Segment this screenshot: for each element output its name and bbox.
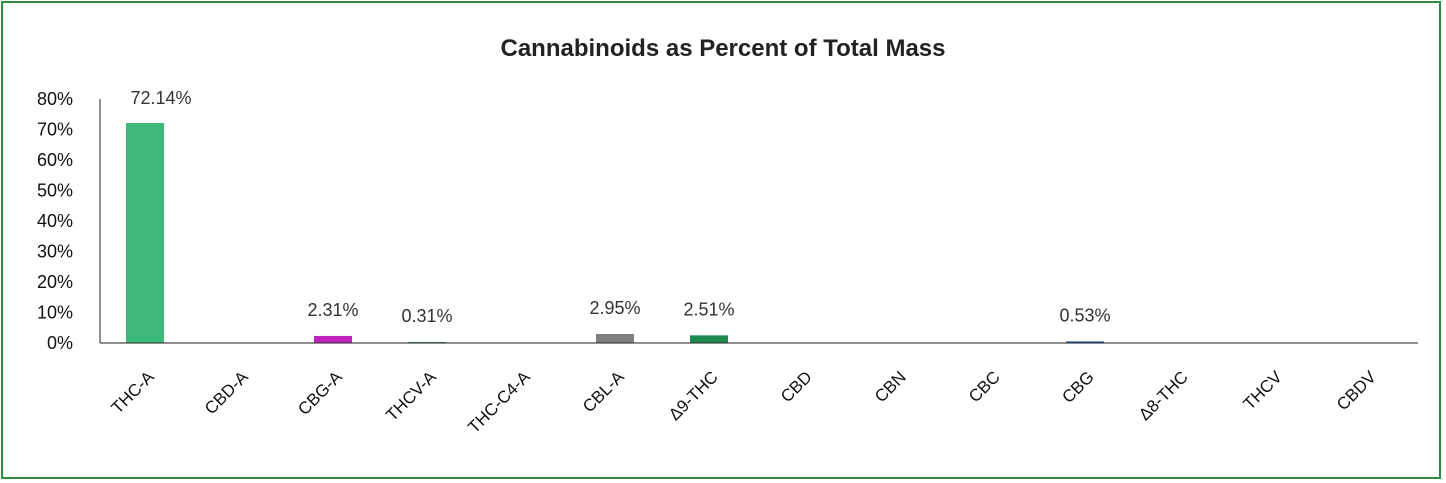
y-tick-label: 30% <box>37 242 73 262</box>
x-tick-label: THC-A <box>108 367 159 418</box>
data-label: 0.53% <box>1059 305 1110 325</box>
y-tick-label: 40% <box>37 211 73 231</box>
y-tick-label: 70% <box>37 120 73 140</box>
y-tick-label: 10% <box>37 303 73 323</box>
x-tick-label: CBG <box>1058 367 1097 406</box>
bar-thc-a <box>126 122 164 344</box>
data-label: 2.95% <box>589 298 640 318</box>
bar-cbl-a <box>596 334 634 343</box>
x-tick-label: CBL-A <box>579 367 628 416</box>
x-tick-label: CBC <box>965 367 1004 406</box>
data-label: 2.31% <box>307 300 358 320</box>
x-tick-label: THC-C4-A <box>464 367 534 437</box>
y-tick-label: 60% <box>37 150 73 170</box>
x-tick-label: CBD <box>777 367 816 406</box>
x-tick-label: CBN <box>871 367 910 406</box>
x-tick-label: THCV <box>1240 367 1287 414</box>
x-tick-label: CBDV <box>1333 367 1380 414</box>
x-tick-label: CBD-A <box>201 367 252 418</box>
data-label: 72.14% <box>130 88 191 108</box>
data-label: 2.51% <box>683 299 734 319</box>
bar-cbg-a <box>314 335 352 343</box>
data-label: 0.31% <box>401 306 452 326</box>
x-tick-label: CBG-A <box>294 367 346 419</box>
bars <box>126 122 1104 344</box>
x-axis: THC-A CBD-A CBG-A THCV-A THC-C4-A CBL-A Δ9-THC… <box>100 342 1418 437</box>
y-tick-label: 50% <box>37 181 73 201</box>
y-tick-label: 80% <box>37 89 73 109</box>
y-axis: 0% 10% 20% 30% 40% 50% 60% 70% 80% <box>37 89 101 353</box>
x-tick-label: Δ9-THC <box>665 367 722 424</box>
bar-cbg <box>1066 341 1104 343</box>
y-tick-label: 20% <box>37 272 73 292</box>
y-tick-label: 0% <box>47 333 73 353</box>
data-labels: 72.14% 2.31% 0.31% 2.95% 2.51% 0.53% <box>130 88 1110 326</box>
x-tick-label: Δ8-THC <box>1135 367 1192 424</box>
x-tick-label: THCV-A <box>382 367 440 425</box>
bar-δ9-thc <box>690 335 728 343</box>
chart-title: Cannabinoids as Percent of Total Mass <box>501 35 946 62</box>
